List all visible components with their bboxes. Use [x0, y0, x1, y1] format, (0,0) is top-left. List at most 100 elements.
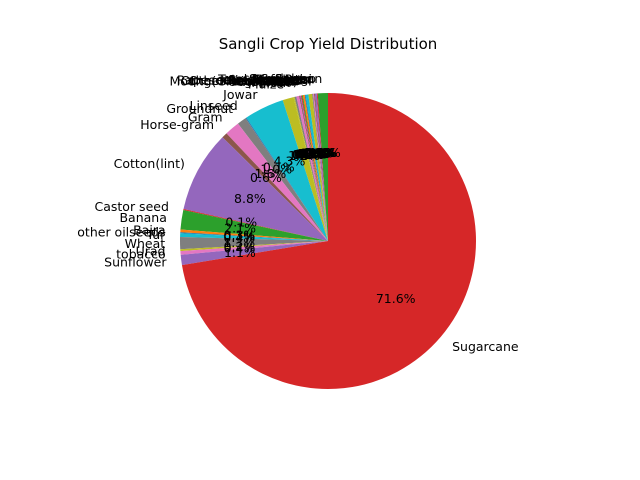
pie-percent-label: 0.2% [305, 145, 337, 160]
pie-slice-wheat-29 [179, 237, 328, 250]
pie-slice-label: Jowar [222, 87, 258, 102]
pie-slice-label: Sugarcane [452, 339, 519, 354]
pie-percent-label: 0.1% [303, 145, 335, 160]
pie-slice-tobacco-31 [180, 241, 328, 255]
pie-slice-urad-30 [180, 241, 328, 252]
pie-slice-label: Soyabean [260, 71, 322, 86]
pie-slice-safflower-3 [313, 93, 328, 241]
pie-slice-sunflower-32 [180, 241, 328, 266]
pie-percent-label: 1.1% [309, 145, 341, 160]
pie-slice-masoor-13 [299, 95, 328, 242]
pie-slice-rapeseed-mustard-8 [304, 94, 328, 241]
pie-slice-other-rabi-pulses-10 [301, 95, 328, 241]
pie-slice-label: Cotton(lint) [114, 156, 185, 171]
pie-slice-other-oilseeds-27 [180, 232, 328, 241]
pie-slice-moong-green-gram-12 [299, 95, 328, 241]
pie-slice-label: Rapeseed &Mustard [177, 73, 303, 88]
pie-percent-label: 0.3% [299, 146, 331, 161]
pie-slice-rice-15 [294, 96, 328, 241]
pie-percent-label: 1.0% [260, 161, 292, 176]
pie-slice-sesamum-2 [314, 93, 328, 242]
pie-slice-banana-25 [180, 209, 328, 241]
pie-slice-label: Moth [259, 75, 290, 90]
pie-percent-label: 71.6% [376, 291, 416, 306]
pie-slice-other-kharif-pulses-9 [302, 94, 328, 241]
pie-percent-label: 0.1% [298, 146, 330, 161]
pie-slice-label: Sesamum [253, 71, 315, 86]
pie-percent-label: 0.1% [295, 146, 327, 161]
pie-slice-gram-21 [226, 123, 328, 241]
pie-slice-moth-16 [293, 96, 328, 241]
pie-slice-linseed-19 [245, 117, 328, 241]
pie-slice-label: other oilseeds [217, 72, 305, 87]
pie-slice-groundnut-20 [237, 118, 328, 241]
pie-slice-label: Masoor [251, 74, 297, 89]
pie-percent-label: 0.2% [224, 239, 256, 254]
pie-slice-label: Horse-gram [140, 117, 214, 132]
pie-percent-label: 0.1% [292, 147, 324, 162]
pie-percent-label: 0.4% [301, 145, 333, 160]
pie-slice-label: Gram [188, 110, 223, 125]
pie-slice-other-rabi-14 [296, 95, 328, 241]
pie-slice-label: Linseed [190, 98, 238, 113]
pie-percent-label: 1.6% [255, 166, 287, 181]
pie-percent-label: 0.1% [225, 215, 257, 230]
pie-slice-label: Small millets [228, 72, 308, 87]
pie-slice-label: other oilseeds [77, 225, 165, 240]
pie-slice-cotton-lint-23 [183, 137, 328, 241]
pie-percent-labels: 1.1%0.1%0.2%0.1%0.1%0.1%0.4%0.3%0.1%0.2%… [223, 145, 415, 306]
pie-slice-ragi-4 [312, 93, 328, 241]
pie-slice-label: Sunflower [104, 254, 167, 269]
pie-percent-label: 1.2% [288, 148, 320, 163]
pie-slice-label: Other Rabi [228, 74, 295, 89]
pie-slice-tur-28 [180, 233, 328, 241]
pie-slice-labels: SoyabeanSannhampSesamumSafflowerRagiTota… [77, 71, 519, 354]
pie-percent-label: 0.1% [306, 145, 338, 160]
chart-title: Sangli Crop Yield Distribution [219, 35, 438, 53]
pie-slice-label: Tur [145, 227, 166, 242]
pie-slice-soyabean-0 [317, 93, 328, 241]
pie-slice-label: Safflower [255, 71, 314, 86]
pie-percent-label: 0.4% [223, 230, 255, 245]
pie-percent-label: 0.1% [297, 146, 329, 161]
pie-slice-total-foodgrain-5 [312, 93, 328, 241]
pie-slice-small-millets-6 [308, 93, 328, 241]
pie-slice-label: Maize [248, 77, 284, 92]
pie-slice-maize-17 [282, 97, 328, 241]
pie-slice-sugarcane-33 [181, 92, 477, 390]
pie-slice-horse-gram-22 [222, 133, 328, 241]
pie-percent-label: 0.1% [296, 146, 328, 161]
pie-slice-label: Bajra [133, 222, 166, 237]
pie-slice-label: Other Rabi pulses [189, 73, 300, 88]
pie-slice-label: Rice [265, 75, 292, 90]
pie-percent-label: 1.3% [223, 235, 255, 250]
pie-percent-label: 0.1% [263, 160, 295, 175]
pie-percent-label: 0.4% [224, 241, 256, 256]
pie-slice-label: Castor seed [95, 199, 169, 214]
pie-slice-label: tobacco [116, 247, 166, 262]
pie-percent-label: 0.2% [293, 147, 325, 162]
pie-slice-other-oilseeds-7 [305, 94, 328, 241]
pie-percent-label: 0.1% [296, 146, 328, 161]
pie-percent-label: 8.8% [234, 191, 266, 206]
pie-percent-label: 0.1% [303, 145, 335, 160]
pie-slice-niger-seed-11 [300, 95, 328, 241]
pie-percent-label: 0.3% [224, 227, 256, 242]
pie-slice-castor-seed-24 [183, 209, 328, 241]
pie-slice-label: Groundnut [166, 101, 233, 116]
pie-percent-label: 0.1% [223, 229, 255, 244]
pie-slice-label: Wheat [125, 236, 166, 251]
pie-slice-label: Urad [136, 244, 166, 259]
pie-slice-jowar-18 [246, 100, 328, 241]
pie-percent-label: 0.3% [294, 147, 326, 162]
pie-slice-label: Banana [119, 210, 166, 225]
pie-slice-label: Niger seed [231, 73, 298, 88]
pie-percent-label: 1.1% [224, 245, 256, 260]
pie-slice-sannhamp-1 [316, 93, 328, 241]
pie-slice-label: Total foodgrain [217, 72, 311, 87]
pie-percent-label: 4.3% [274, 154, 306, 169]
pie-percent-label: 0.2% [298, 146, 330, 161]
pie-slice-label: Sannhamp [249, 71, 316, 86]
